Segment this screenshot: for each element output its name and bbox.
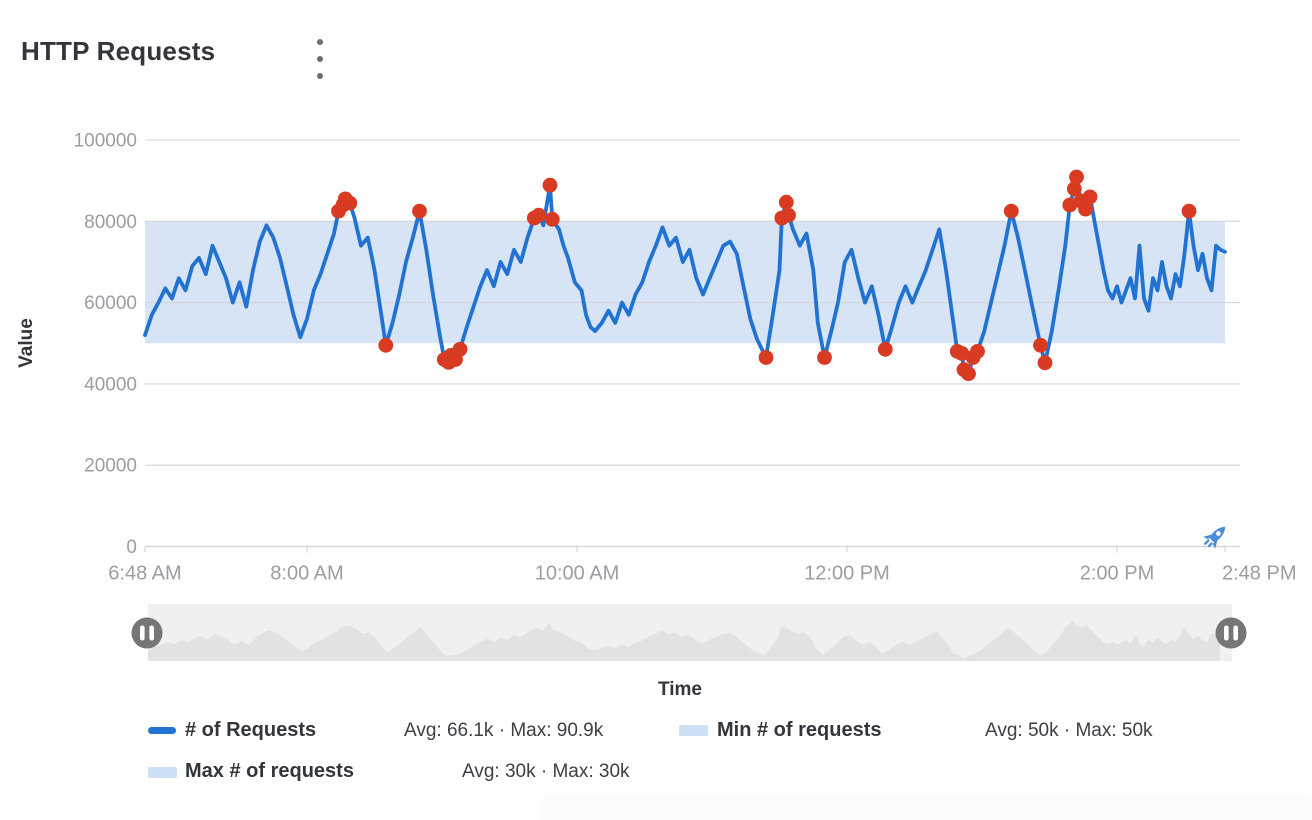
brush-scrubber[interactable] [131,604,1247,661]
brush-right-handle[interactable] [1215,617,1247,649]
kebab-menu-icon[interactable] [313,39,327,79]
x-tick-label: 2:48 PM [1222,563,1296,585]
x-tick-label: 6:48 AM [108,563,181,585]
anomaly-dot [781,207,796,223]
legend-swatch-min-requests [679,725,708,736]
pause-icon [149,625,154,641]
anomaly-dot [1082,189,1098,205]
y-tick-label: 60000 [84,293,137,314]
anomaly-dot [758,350,774,365]
pause-icon [1224,625,1229,641]
y-tick-label: 100000 [74,131,137,152]
y-tick-label: 80000 [84,212,137,233]
anomaly-dot [954,346,970,361]
anomaly-dot [1078,201,1093,217]
anomaly-dot [378,337,394,353]
y-tick-label: 40000 [84,374,137,395]
legend-label-max-requests[interactable]: Max # of requests [185,760,354,782]
anomaly-dot [531,207,547,223]
y-axis-title: Value [16,318,37,368]
anomaly-dot [1033,337,1048,353]
anomaly-dot [412,203,427,219]
anomaly-dot [970,344,985,359]
legend-swatch-max-requests [148,767,177,778]
page-title: HTTP Requests [21,36,216,66]
anomaly-dot [1037,355,1053,371]
anomaly-dot [544,211,560,227]
anomaly-markers [331,169,1197,382]
anomaly-dot [1066,181,1082,197]
x-tick-label: 10:00 AM [535,563,620,585]
legend-swatch-requests [148,727,176,734]
y-tick-label: 0 [126,537,137,558]
brush-minimap-area [148,621,1220,661]
brush-left-handle[interactable] [131,617,163,649]
pause-icon [140,625,145,641]
y-tick-label: 20000 [84,456,137,477]
anomaly-dot [1069,169,1084,185]
anomaly-dot [1003,203,1019,219]
http-requests-chart[interactable]: 100000 80000 60000 40000 20000 0 Value 6:48 AM 8… [0,0,1312,670]
expected-range-band [145,221,1225,344]
anomaly-dot [1181,203,1197,219]
anomaly-dot [817,350,832,365]
anomaly-dot [961,366,976,382]
x-tick-label: 12:00 PM [804,563,890,585]
bottom-overlay [540,794,1312,820]
anomaly-dot [778,194,794,210]
anomaly-dot [342,195,358,211]
pause-icon [1233,625,1238,641]
x-tick-label: 2:00 PM [1080,563,1154,585]
x-axis-title: Time [657,679,703,700]
legend-label-min-requests[interactable]: Min # of requests [717,719,882,741]
rocket-icon [1203,526,1226,549]
legend-label-requests[interactable]: # of Requests [185,719,317,741]
x-tick-label: 8:00 AM [270,563,343,585]
legend-stats-min-requests: Avg: 50k · Max: 50k [985,720,1153,741]
legend-stats-max-requests: Avg: 30k · Max: 30k [462,761,630,782]
anomaly-dot [542,177,558,193]
anomaly-dot [1062,197,1078,213]
anomaly-dot [452,341,468,357]
anomaly-dot [877,341,893,357]
legend-stats-requests: Avg: 66.1k · Max: 90.9k [404,720,604,741]
